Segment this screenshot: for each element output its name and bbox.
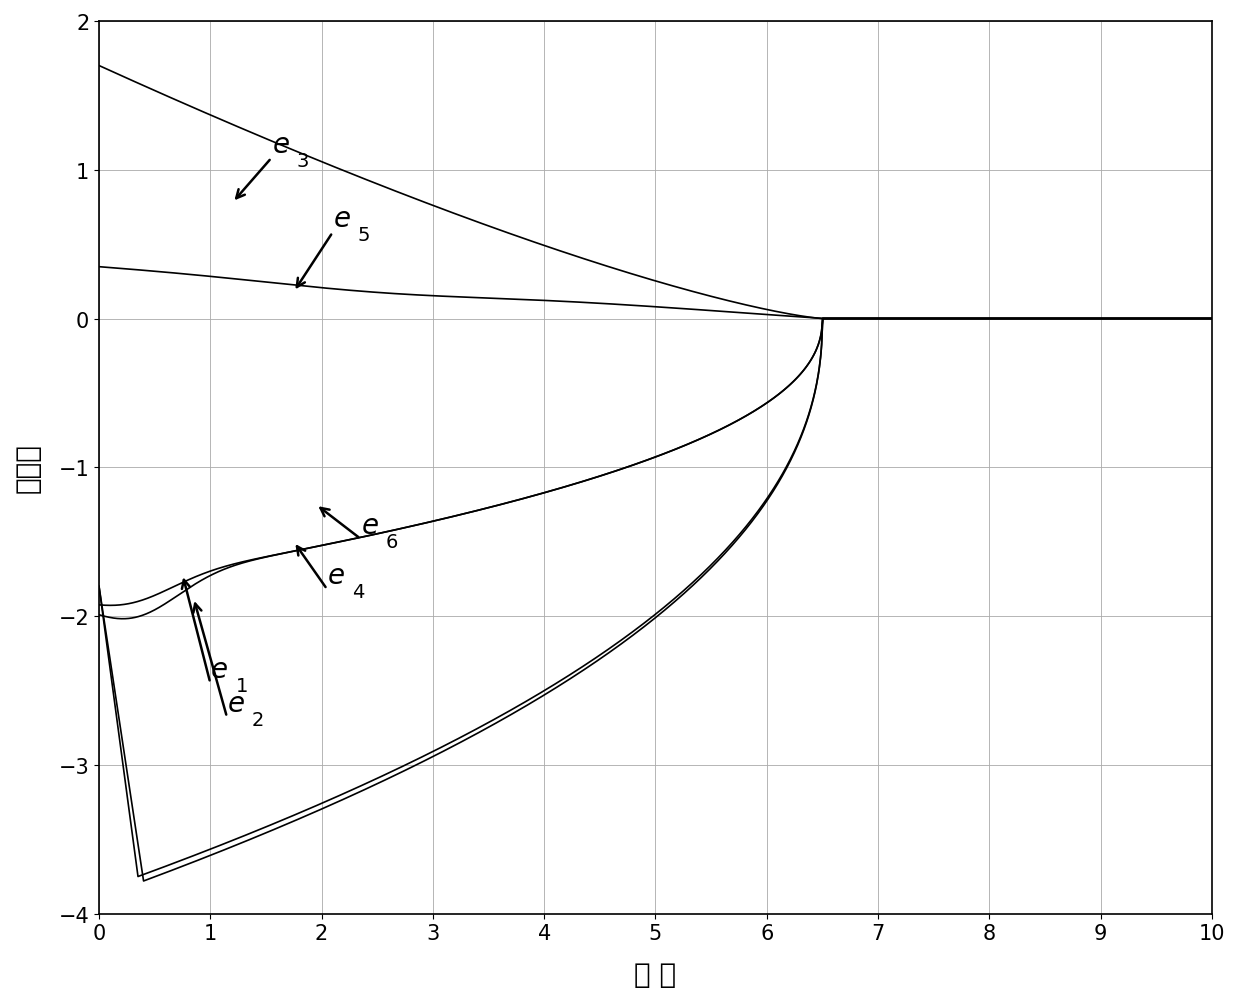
Text: $e$: $e$ bbox=[211, 656, 228, 683]
Y-axis label: 关节角: 关节角 bbox=[14, 443, 42, 493]
Text: $e$: $e$ bbox=[333, 206, 351, 232]
Text: $4$: $4$ bbox=[352, 583, 366, 601]
Text: $e$: $e$ bbox=[227, 690, 245, 717]
Text: $2$: $2$ bbox=[252, 711, 264, 729]
Text: $6$: $6$ bbox=[385, 533, 398, 551]
Text: $1$: $1$ bbox=[235, 677, 248, 695]
Text: $e$: $e$ bbox=[271, 131, 290, 158]
X-axis label: 时 间: 时 间 bbox=[634, 960, 676, 988]
Text: $e$: $e$ bbox=[361, 512, 378, 539]
Text: $e$: $e$ bbox=[327, 563, 344, 590]
Text: $3$: $3$ bbox=[296, 152, 309, 170]
Text: $5$: $5$ bbox=[357, 226, 370, 244]
